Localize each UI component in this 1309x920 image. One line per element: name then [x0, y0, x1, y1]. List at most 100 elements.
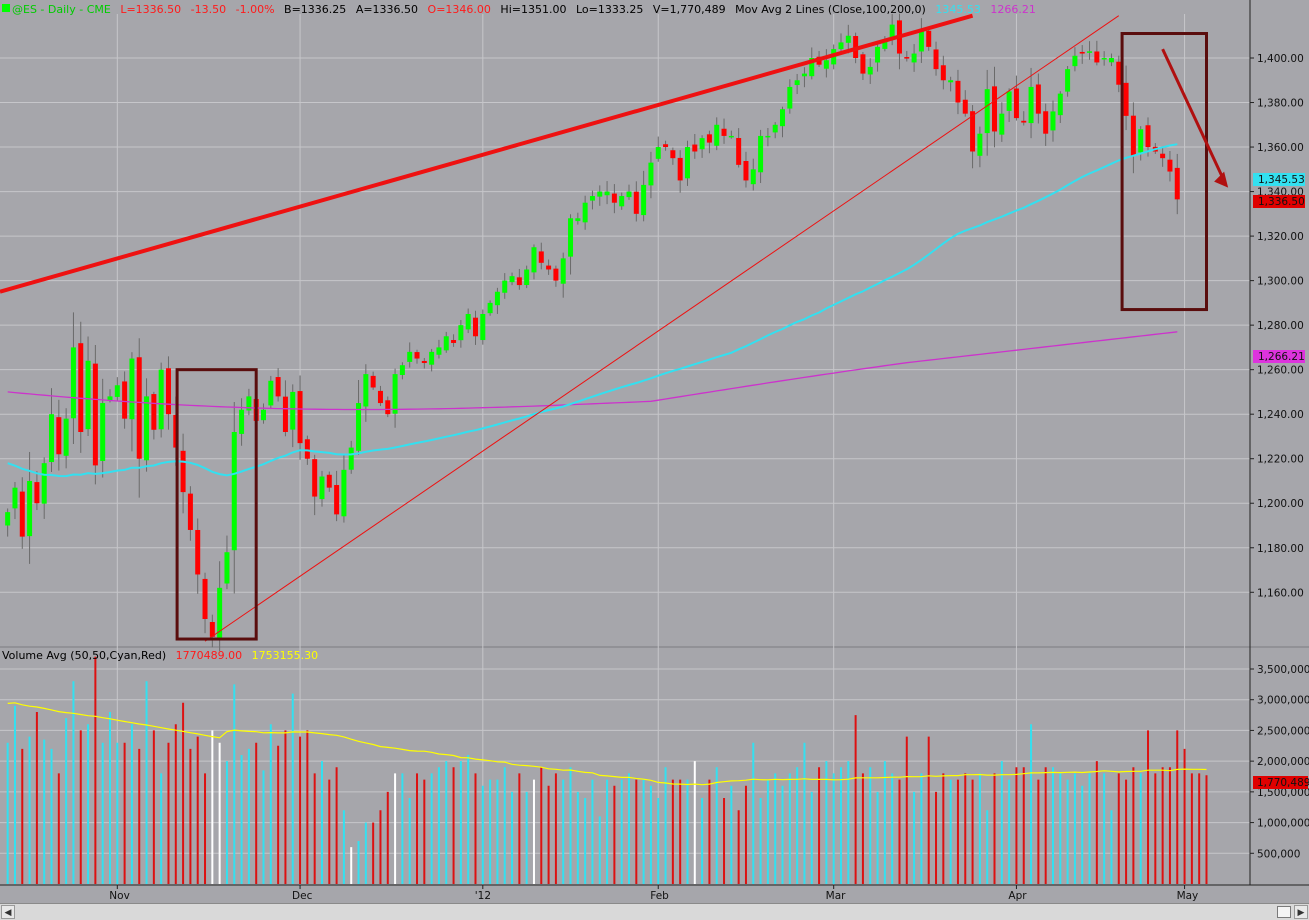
candle-body [772, 124, 778, 133]
candle-body [765, 135, 771, 138]
price-tick-label: 1,320.00 [1257, 231, 1304, 243]
study-label: Mov Avg 2 Lines (Close,100,200,0) [735, 3, 926, 16]
candle-body [107, 396, 113, 401]
candle-body [100, 403, 106, 461]
candle-body [1043, 111, 1049, 134]
price-tick-label: 1,400.00 [1257, 53, 1304, 65]
price-tick-label: 1,280.00 [1257, 320, 1304, 332]
candle-body [1035, 84, 1041, 114]
horizontal-scrollbar[interactable]: ◀ ▶ [0, 903, 1309, 920]
candle-body [1138, 129, 1144, 153]
candle-body [56, 417, 62, 455]
scroll-right-icon[interactable]: ▶ [1294, 905, 1308, 919]
time-tick-label: May [1177, 890, 1199, 902]
candle-body [312, 459, 318, 497]
candle-body [429, 351, 435, 365]
volume-tick-label: 3,000,000 [1257, 695, 1309, 707]
last-price-badge: 1,336.50 [1253, 195, 1305, 208]
candle-body [370, 375, 376, 388]
candle-body [684, 147, 690, 179]
time-tick-label: Feb [650, 890, 669, 902]
candle-body [1108, 58, 1114, 63]
candle-body [122, 381, 128, 419]
candle-body [918, 29, 924, 52]
time-tick-label: '12 [475, 890, 491, 902]
svg-text:Volume Avg (50,50,Cyan,Red): Volume Avg (50,50,Cyan,Red) 1770489.00 1… [2, 649, 318, 662]
symbol-label: @ES - Daily - CME [12, 3, 111, 16]
candle-body [1130, 115, 1136, 156]
candle-body [129, 358, 135, 420]
down-arrow-shaft [1161, 48, 1225, 180]
volume-tick-label: 500,000 [1257, 848, 1300, 860]
candle-body [261, 409, 267, 421]
candle-body [553, 268, 559, 281]
candle-body [1101, 58, 1107, 60]
ma200-header-value: 1266.21 [990, 3, 1036, 16]
candle-body [823, 60, 829, 69]
candle-body [611, 193, 617, 203]
high-value: Hi=1351.00 [500, 3, 566, 16]
candle-body [217, 587, 223, 638]
last-price: L=1336.50 [120, 3, 181, 16]
volume-tick-label: 2,500,000 [1257, 725, 1309, 737]
candle-body [1123, 82, 1129, 116]
candle-body [838, 42, 844, 50]
candle-body [1013, 88, 1019, 119]
candle-body [290, 391, 296, 430]
ma200-badge-text: 1,266.21 [1258, 351, 1305, 363]
annotation-box-left [175, 368, 258, 641]
last-price-badge-text: 1,336.50 [1258, 196, 1305, 208]
candle-body [911, 53, 917, 63]
time-tick-label: Apr [1008, 890, 1027, 902]
candle-body [165, 368, 171, 415]
candle-body [721, 128, 727, 136]
candle-body [348, 447, 354, 470]
candle-body [538, 251, 544, 263]
candle-body [268, 380, 274, 406]
candle-body [5, 512, 11, 526]
candle-body [502, 280, 508, 293]
candle-body [41, 463, 47, 504]
candle-body [750, 169, 756, 185]
candle-body [377, 390, 383, 404]
price-tick-label: 1,200.00 [1257, 498, 1304, 510]
time-axis: Nov Dec '12 Feb Mar Apr May [0, 884, 1309, 902]
candle-body [195, 529, 201, 575]
candle-body [1116, 61, 1122, 85]
candle-body [63, 418, 69, 456]
candle-body [1160, 153, 1166, 159]
candle-body [49, 414, 55, 463]
candle-body [1174, 167, 1180, 200]
candle-body [465, 314, 471, 330]
candle-body [655, 147, 661, 159]
candle-body [356, 403, 362, 451]
candle-body [70, 347, 76, 419]
candle-body [984, 89, 990, 134]
candle-body [319, 476, 325, 500]
ma200-line [7, 331, 1178, 411]
time-tick-label: Dec [292, 890, 313, 902]
candle-body [845, 35, 851, 43]
candle-body [568, 218, 574, 257]
candle-body [399, 365, 405, 375]
scroll-thumb[interactable] [1277, 906, 1291, 918]
candle-body [275, 377, 281, 397]
price-tick-label: 1,260.00 [1257, 365, 1304, 377]
candle-body [202, 578, 208, 619]
candle-body [12, 487, 18, 509]
candle-body [736, 138, 742, 165]
candle-body [304, 439, 310, 459]
scroll-left-icon[interactable]: ◀ [1, 905, 15, 919]
candle-body [1072, 55, 1078, 67]
candle-body [977, 133, 983, 156]
volume-bars [6, 656, 1208, 884]
candle-body [524, 269, 530, 286]
ma100-line [7, 143, 1178, 478]
candle-body [801, 73, 807, 77]
candle-body [136, 357, 142, 459]
candle-body [663, 144, 669, 148]
candle-body [385, 400, 391, 415]
candle-body [246, 396, 252, 411]
candle-body [151, 394, 157, 430]
candle-body [144, 396, 150, 461]
